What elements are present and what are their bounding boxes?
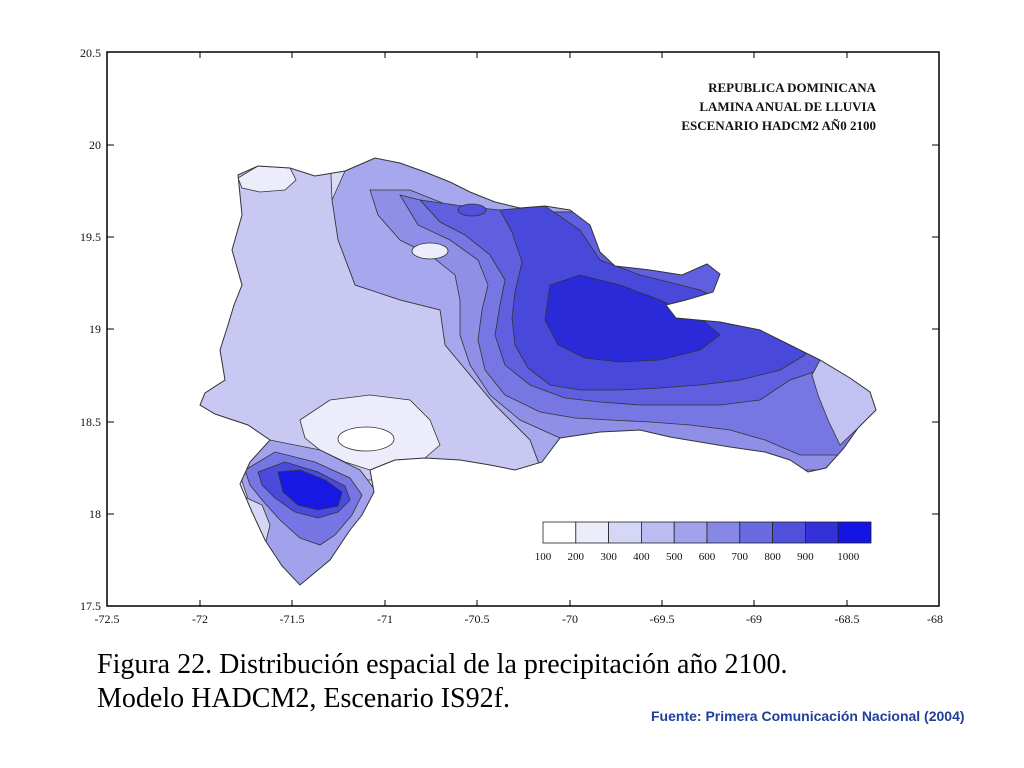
figure-caption-line-1: Figura 22. Distribución espacial de la p… (97, 649, 788, 680)
y-tick-label: 19 (89, 322, 101, 336)
y-tick-label: 18 (89, 507, 101, 521)
figure-caption-line-2: Modelo HADCM2, Escenario IS92f. (97, 683, 510, 714)
legend-swatch (706, 521, 741, 544)
y-tick-label: 17.5 (80, 599, 101, 613)
rainfall-band-200-northwest (237, 165, 297, 193)
x-tick-label: -71.5 (280, 612, 305, 626)
rainfall-band-southwest-1000 (277, 469, 343, 511)
rainfall-band-700-small (457, 203, 487, 217)
figure-caption: Figura 22. Distribución espacial de la p… (97, 648, 977, 716)
x-tick-labels: -72.5 -72 -71.5 -71 -70.5 -70 -69.5 -69 … (95, 612, 944, 626)
rainfall-band-200-valley (411, 242, 449, 260)
map-title-line-1: REPUBLICA DOMINICANA (708, 80, 877, 95)
x-axis-ticks (106, 52, 940, 606)
legend-swatch (575, 521, 609, 544)
y-tick-label: 20 (89, 138, 101, 152)
legend-swatch (739, 521, 773, 544)
x-tick-label: -72 (192, 612, 208, 626)
y-tick-label: 20.5 (80, 46, 101, 60)
legend-label: 1000 (837, 551, 860, 563)
legend-swatch (772, 521, 806, 544)
rainfall-band-900 (544, 274, 721, 363)
legend-swatch (542, 521, 577, 544)
precipitation-map: -72.5 -72 -71.5 -71 -70.5 -70 -69.5 -69 … (80, 46, 944, 626)
source-note: Fuente: Primera Comunicación Nacional (2… (651, 708, 965, 724)
legend-label: 300 (600, 551, 617, 563)
legend-label: 200 (568, 551, 585, 563)
x-tick-label: -69.5 (650, 612, 675, 626)
y-tick-label: 18.5 (80, 415, 101, 429)
legend-label: 900 (797, 551, 814, 563)
legend-swatch (837, 521, 872, 544)
legend-label: 400 (633, 551, 650, 563)
legend-label: 700 (732, 551, 749, 563)
y-tick-labels: 20.5 20 19.5 19 18.5 18 17.5 (80, 46, 101, 613)
legend-label: 500 (666, 551, 683, 563)
x-tick-label: -72.5 (95, 612, 120, 626)
y-axis-ticks (107, 144, 939, 515)
rainfall-legend: 100 200 300 400 500 600 700 800 900 1000 (535, 521, 872, 563)
map-title: REPUBLICA DOMINICANA LAMINA ANUAL DE LLU… (681, 80, 876, 133)
y-tick-label: 19.5 (80, 230, 101, 244)
x-tick-label: -68.5 (835, 612, 860, 626)
map-title-line-2: LAMINA ANUAL DE LLUVIA (699, 99, 876, 114)
legend-swatch (608, 521, 642, 544)
legend-swatch (673, 521, 708, 544)
x-tick-label: -68 (927, 612, 943, 626)
x-tick-label: -71 (377, 612, 393, 626)
legend-label: 600 (699, 551, 716, 563)
map-title-line-3: ESCENARIO HADCM2 AÑ0 2100 (681, 118, 876, 133)
legend-label: 800 (764, 551, 781, 563)
x-tick-label: -70.5 (465, 612, 490, 626)
legend-swatch (805, 521, 839, 544)
legend-label: 100 (535, 551, 552, 563)
legend-swatch (641, 521, 675, 544)
rainfall-band-100-lake (337, 426, 395, 452)
x-tick-label: -70 (562, 612, 578, 626)
x-tick-label: -69 (746, 612, 762, 626)
island-outline (199, 157, 877, 586)
